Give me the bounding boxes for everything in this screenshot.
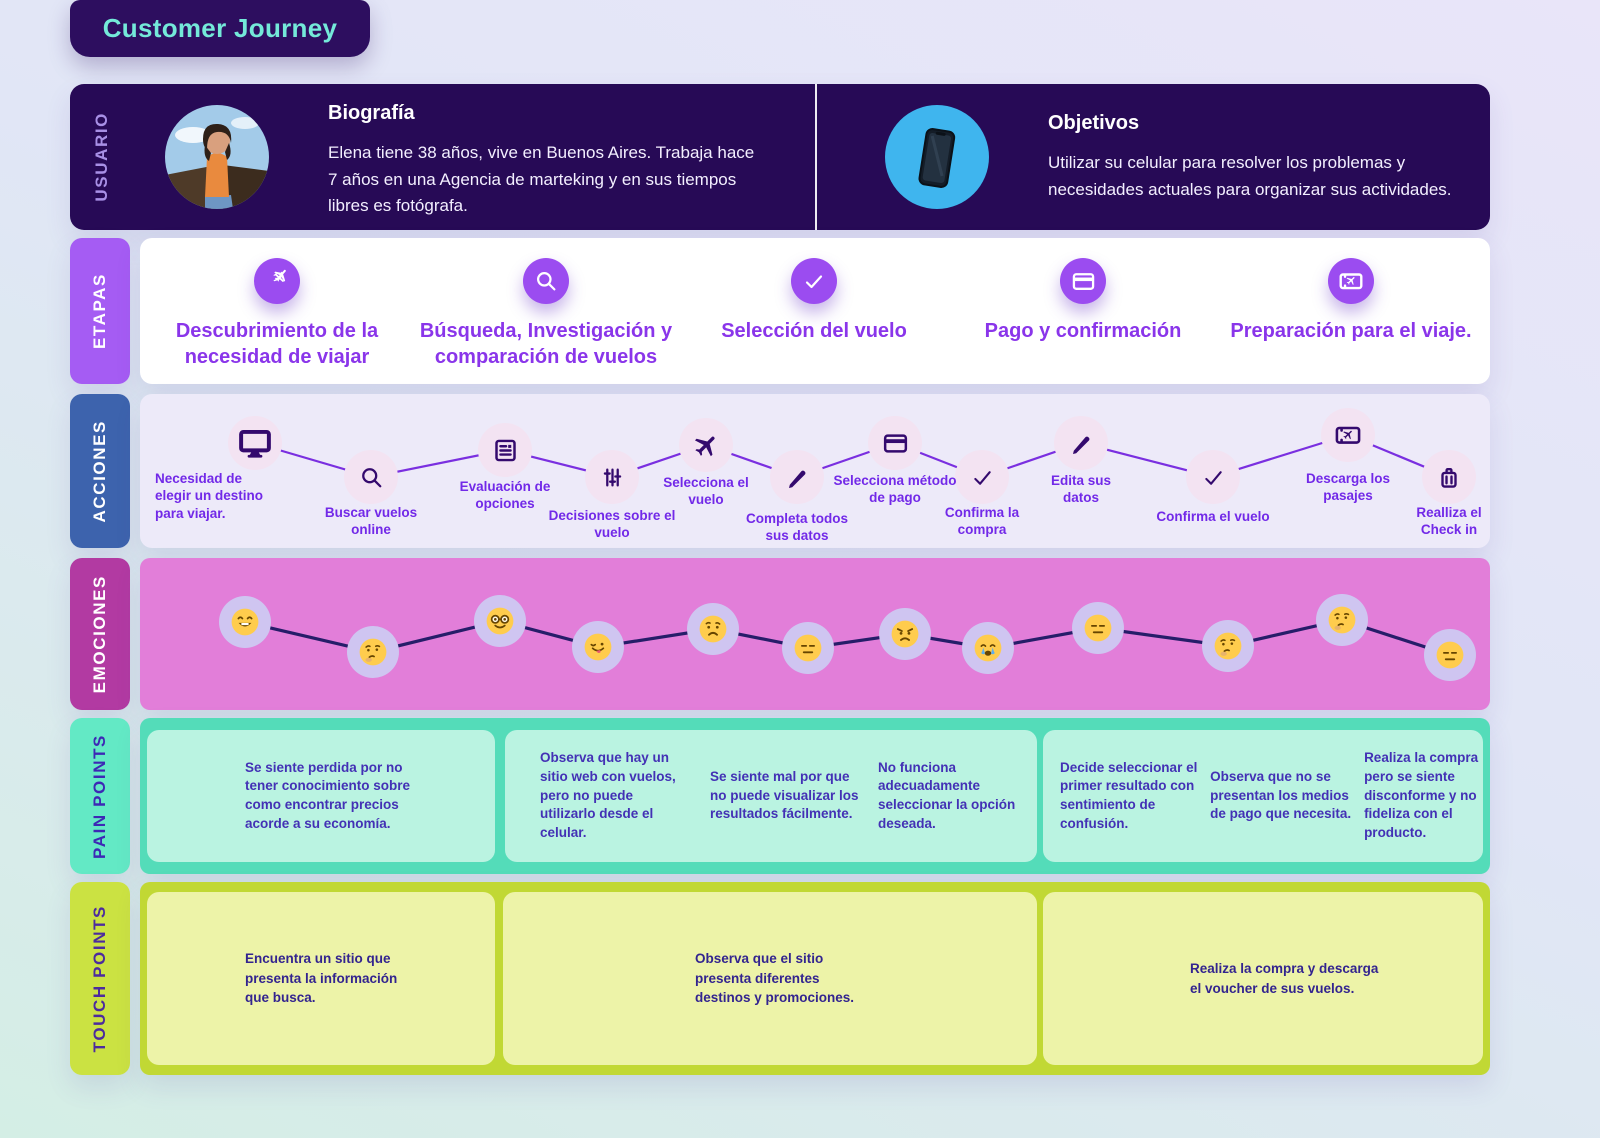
credit-card-icon xyxy=(868,416,922,470)
pain-text: Decide seleccionar el primer resultado c… xyxy=(1060,759,1198,831)
page-title-text: Customer Journey xyxy=(102,13,338,43)
emoji-worried-icon xyxy=(687,603,739,655)
pain-text: Realiza la compra pero se siente disconf… xyxy=(1364,750,1479,840)
pain-card: Se siente perdida por no tener conocimie… xyxy=(147,730,495,862)
search-icon xyxy=(523,258,569,304)
action-label: Decisiones sobre el vuelo xyxy=(548,508,676,541)
row-label-acciones: ACCIONES xyxy=(70,394,130,548)
etapa-pago: Pago y confirmación xyxy=(963,238,1203,344)
suitcase-icon xyxy=(1422,450,1476,504)
row-emociones: EMOCIONES xyxy=(70,558,1490,710)
touch-text: Realiza la compra y descarga el voucher … xyxy=(1190,960,1379,996)
user-avatar xyxy=(165,105,269,209)
action-label: Buscar vuelos online xyxy=(324,505,418,538)
touch-card: Encuentra un sitio que presenta la infor… xyxy=(147,892,495,1065)
emoji-winking-tongue-icon xyxy=(572,621,624,673)
emoji-expressionless-icon xyxy=(782,622,834,674)
ticket-icon xyxy=(1321,408,1375,462)
action-label: Edita sus datos xyxy=(1050,473,1112,506)
action-label: Completa todos sus datos xyxy=(745,511,848,544)
check-icon xyxy=(791,258,837,304)
emoji-thinking-icon xyxy=(347,626,399,678)
pain-text: Se siente mal por que no puede visualiza… xyxy=(710,769,859,822)
page-title: Customer Journey xyxy=(70,0,370,57)
touch-text: Observa que el sitio presenta diferentes… xyxy=(695,951,855,1006)
etapas-body: Descubrimiento de la necesidad de viajar… xyxy=(140,238,1490,384)
touch-text: Encuentra un sitio que presenta la infor… xyxy=(245,951,398,1006)
row-label-emociones: EMOCIONES xyxy=(70,558,130,710)
objetivos-text: Utilizar su celular para resolver los pr… xyxy=(1048,153,1452,199)
check-icon xyxy=(955,450,1009,504)
acciones-body: Necesidad de elegir un destino para viaj… xyxy=(140,394,1490,548)
action-label: Confirma la compra xyxy=(944,505,1020,538)
row-usuario: USUARIO Biografía Elena tiene 38 años, v… xyxy=(70,84,1490,230)
row-label-usuario: USUARIO xyxy=(92,112,111,202)
biografia-heading: Biografía xyxy=(328,102,415,124)
row-label-touch-points: TOUCH POINTS xyxy=(70,882,130,1075)
pain-card: Decide seleccionar el primer resultado c… xyxy=(1043,730,1483,862)
pain-text: Observa que hay un sitio web con vuelos,… xyxy=(540,750,676,840)
touch-points-body: Encuentra un sitio que presenta la infor… xyxy=(140,882,1490,1075)
emociones-body xyxy=(140,558,1490,710)
row-pain-points: PAIN POINTS Se siente perdida por no ten… xyxy=(70,718,1490,874)
credit-card-icon xyxy=(1060,258,1106,304)
monitor-icon xyxy=(228,416,282,470)
crossed-planes-icon xyxy=(254,258,300,304)
objetivos-heading: Objetivos xyxy=(1048,112,1140,134)
touch-card: Realiza la compra y descarga el voucher … xyxy=(1043,892,1483,1065)
emoji-nerd-glasses-icon xyxy=(474,595,526,647)
emoji-grinning-icon xyxy=(219,596,271,648)
check-icon xyxy=(1186,450,1240,504)
row-touch-points: TOUCH POINTS Encuentra un sitio que pres… xyxy=(70,882,1490,1075)
plane-icon xyxy=(679,418,733,472)
action-label: Selecciona el vuelo xyxy=(663,475,749,508)
action-label: Descarga los pasajes xyxy=(1305,471,1391,504)
action-label: Evaluación de opciones xyxy=(459,479,551,512)
pencil-icon xyxy=(1054,416,1108,470)
touch-card: Observa que el sitio presenta diferentes… xyxy=(503,892,1037,1065)
row-label-etapas: ETAPAS xyxy=(70,238,130,384)
action-label: Selecciona método de pago xyxy=(833,473,957,506)
pencil-icon xyxy=(770,450,824,504)
row-label-pain-points: PAIN POINTS xyxy=(70,718,130,874)
row-etapas: ETAPAS Descubrimiento de la necesidad de… xyxy=(70,238,1490,384)
emoji-expressionless-icon xyxy=(1424,629,1476,681)
pain-text: Observa que no se presentan los medios d… xyxy=(1210,769,1352,822)
emoji-thinking-icon xyxy=(1202,620,1254,672)
action-label: Realliza el Check in xyxy=(1416,505,1482,538)
etapa-descubrimiento: Descubrimiento de la necesidad de viajar xyxy=(162,238,392,371)
etapa-busqueda: Búsqueda, Investigación y comparación de… xyxy=(406,238,686,371)
biografia-text: Elena tiene 38 años, vive en Buenos Aire… xyxy=(328,143,755,216)
usuario-divider xyxy=(815,84,817,230)
ticket-icon xyxy=(1328,258,1374,304)
action-label: Necesidad de elegir un destino para viaj… xyxy=(155,471,264,521)
pain-text: Se siente perdida por no tener conocimie… xyxy=(245,759,411,831)
etapa-preparacion: Preparación para el viaje. xyxy=(1211,238,1491,344)
emoji-expressionless-icon xyxy=(1072,602,1124,654)
sliders-icon xyxy=(585,450,639,504)
phone-image xyxy=(885,105,989,209)
document-icon xyxy=(478,423,532,477)
emoji-crying-icon xyxy=(962,622,1014,674)
emoji-thinking-icon xyxy=(1316,594,1368,646)
search-icon xyxy=(344,450,398,504)
emoji-angry-icon xyxy=(879,608,931,660)
etapa-seleccion: Selección del vuelo xyxy=(694,238,934,344)
pain-card: Observa que hay un sitio web con vuelos,… xyxy=(505,730,1037,862)
row-acciones: ACCIONES xyxy=(70,394,1490,548)
pain-text: No funciona adecuadamente seleccionar la… xyxy=(878,759,1016,831)
pain-points-body: Se siente perdida por no tener conocimie… xyxy=(140,718,1490,874)
action-label: Confirma el vuelo xyxy=(1156,509,1270,524)
